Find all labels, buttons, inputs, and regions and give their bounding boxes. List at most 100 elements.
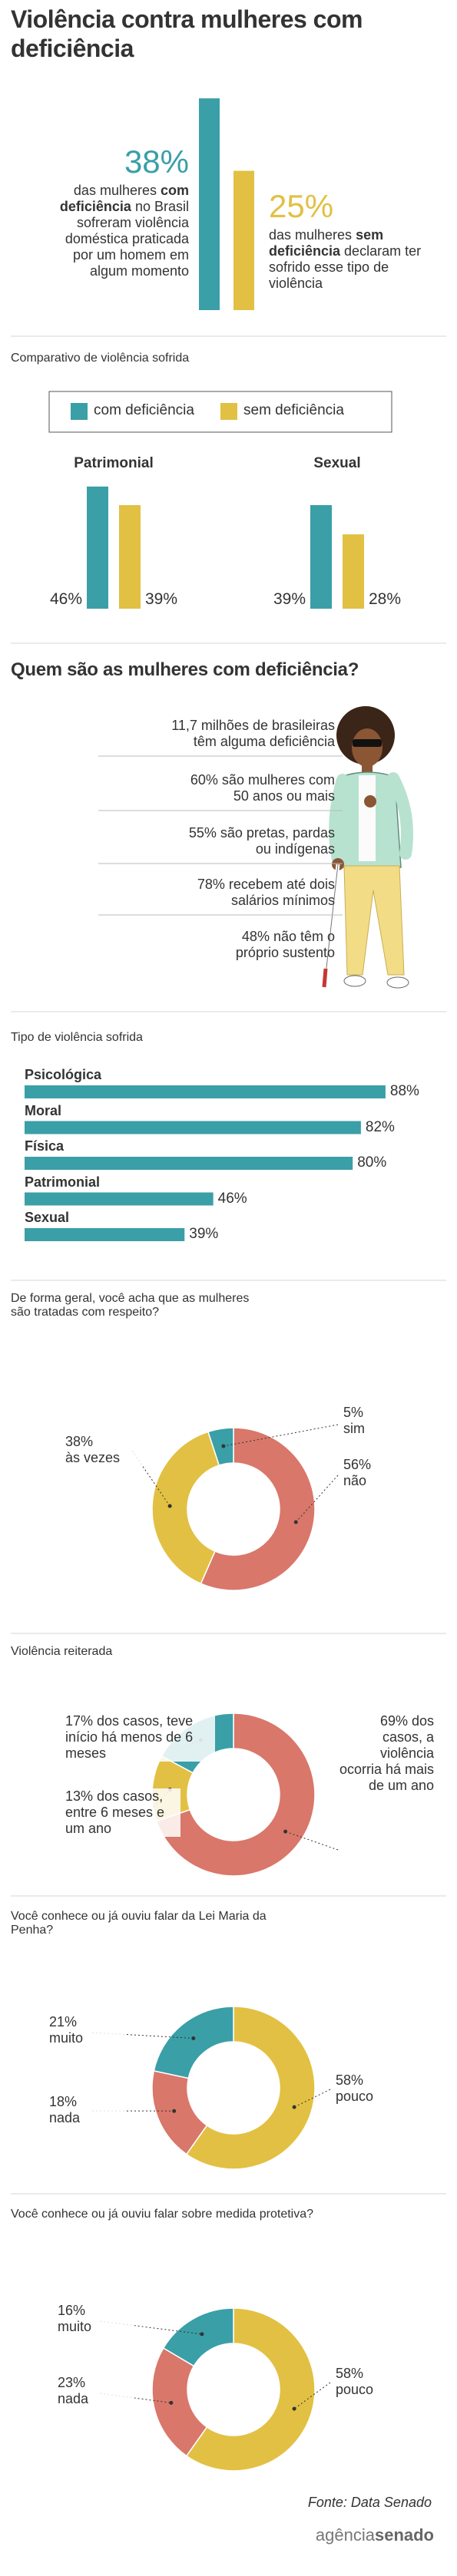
- source: Fonte: Data Senado: [307, 2495, 432, 2510]
- section-title: Você conhece ou já ouviu falar da Lei Ma…: [11, 1910, 267, 1937]
- category-label: sim: [343, 1421, 365, 1436]
- category-label: Sexual: [313, 455, 361, 471]
- category-label: dos casos, entre 6 meses e um ano: [65, 1788, 165, 1836]
- dividers: [11, 335, 446, 2195]
- category-label: nada: [58, 2391, 89, 2406]
- leader-dot: [283, 1829, 288, 1834]
- shoe: [343, 975, 366, 987]
- slice-label: 13% dos casos, entre 6 meses e um ano: [65, 1788, 180, 1837]
- leader-line: [293, 2089, 331, 2108]
- leader-line: [223, 1424, 339, 1447]
- shirt: [359, 775, 376, 861]
- value-label: 23%: [58, 2375, 86, 2390]
- leader-dot: [292, 2105, 296, 2109]
- description-text: declaram ter sofrido esse tipo de violên…: [269, 243, 422, 291]
- profile-line: 11,7 milhões de brasileiras: [171, 718, 335, 733]
- donut-slice: [155, 1712, 316, 1877]
- legend-swatch: [220, 403, 237, 420]
- value-label: 46%: [217, 1190, 247, 1207]
- value-label: 58%: [336, 2072, 364, 2088]
- slice-label: 17% dos casos, teve início há menos de 6 …: [65, 1713, 215, 1762]
- category-label: Psicológica: [25, 1067, 102, 1082]
- description: das mulheres sem deficiência declaram te…: [269, 227, 426, 292]
- leader-dot: [167, 1504, 172, 1508]
- section-title: Tipo de violência sofrida: [11, 1031, 143, 1044]
- bar: [343, 534, 364, 609]
- profile-line: 78% recebem até dois: [197, 877, 335, 892]
- leader-dot: [169, 2400, 174, 2405]
- legend-box: [48, 391, 392, 433]
- profile-line: próprio sustento: [235, 945, 335, 960]
- slice-label: 23% nada: [58, 2375, 134, 2407]
- leader-line: [91, 2032, 194, 2039]
- value-label: 39%: [273, 590, 306, 608]
- category-label: Física: [25, 1138, 65, 1154]
- bar: [25, 1121, 361, 1134]
- value-label: 38%: [65, 1434, 94, 1449]
- slice-label: 58% pouco: [336, 2072, 412, 2105]
- description-text: no Brasil sofreram violência doméstica p…: [65, 199, 189, 279]
- slice-label: 21% muito: [49, 2014, 126, 2046]
- face: [352, 728, 382, 767]
- value-label: 46%: [49, 590, 82, 608]
- section-title: Violência reiterada: [11, 1645, 113, 1658]
- shoe: [386, 976, 409, 989]
- description-text: das mulheres: [73, 183, 161, 198]
- profile-item: 55% são pretas, pardas ou indígenas: [92, 825, 335, 857]
- slice-label: 38% às vezes: [65, 1434, 150, 1466]
- legend-label: com deficiência: [94, 402, 194, 418]
- bar: [199, 98, 220, 310]
- donut-slice: [207, 1427, 234, 1466]
- leader-line: [285, 1831, 339, 1851]
- value-label: 25%: [269, 188, 334, 224]
- value-label: 16%: [58, 2303, 86, 2318]
- profile-line: têm alguma deficiência: [193, 734, 335, 749]
- donut-slice: [185, 2307, 316, 2472]
- value-label: 82%: [365, 1118, 395, 1135]
- slice-label: 56% não: [343, 1457, 428, 1489]
- slice-label: 5% sim: [343, 1405, 428, 1437]
- leader-dot: [172, 2109, 177, 2113]
- logo: agênciasenado: [230, 2525, 434, 2545]
- page-title: Violência contra mulheres com deficiênci…: [11, 5, 363, 62]
- category-label: muito: [49, 2030, 84, 2046]
- arm: [387, 772, 413, 860]
- donut-slice: [185, 2006, 316, 2170]
- profile-item: 60% são mulheres com 50 anos ou mais: [92, 772, 335, 804]
- profile-line: salários mínimos: [230, 893, 335, 908]
- profile-item: 78% recebem até dois salários mínimos: [92, 877, 335, 909]
- category-label: dos casos, a violência ocorria há mais d…: [339, 1713, 434, 1793]
- cane-tip: [322, 968, 328, 988]
- value-label: 5%: [343, 1405, 364, 1420]
- leader-dot: [200, 2332, 204, 2337]
- leader-line: [99, 2320, 202, 2335]
- bar: [25, 1192, 214, 1206]
- cane-outline: [325, 864, 339, 976]
- section-title: Quem são as mulheres com deficiência?: [11, 659, 359, 680]
- category-label: muito: [58, 2319, 92, 2334]
- section-title: Você conhece ou já ouviu falar sobre med…: [11, 2208, 314, 2221]
- donut-slice: [151, 2346, 208, 2457]
- profile-line: 50 anos ou mais: [233, 788, 335, 804]
- category-label: pouco: [336, 2382, 374, 2397]
- description: das mulheres com deficiência no Brasil s…: [43, 183, 189, 279]
- hand: [364, 795, 376, 807]
- profile-line: ou indígenas: [255, 841, 335, 857]
- bar: [119, 505, 141, 609]
- description-text: com deficiência: [59, 183, 189, 214]
- bar: [25, 1157, 353, 1170]
- logo-text: senado: [374, 2525, 434, 2545]
- leader-dot: [292, 2406, 296, 2411]
- slice-label: 16% muito: [58, 2303, 134, 2335]
- category-label: Moral: [25, 1102, 62, 1118]
- glasses: [353, 739, 382, 747]
- value-label: 69%: [379, 1713, 408, 1729]
- donut-slice: [153, 2006, 234, 2079]
- leader-dot: [221, 1444, 226, 1448]
- pants: [343, 865, 405, 976]
- slice-label: 18% nada: [49, 2094, 126, 2126]
- bar: [25, 1228, 185, 1241]
- donut-slice: [151, 1431, 220, 1585]
- category-label: pouco: [336, 2089, 374, 2104]
